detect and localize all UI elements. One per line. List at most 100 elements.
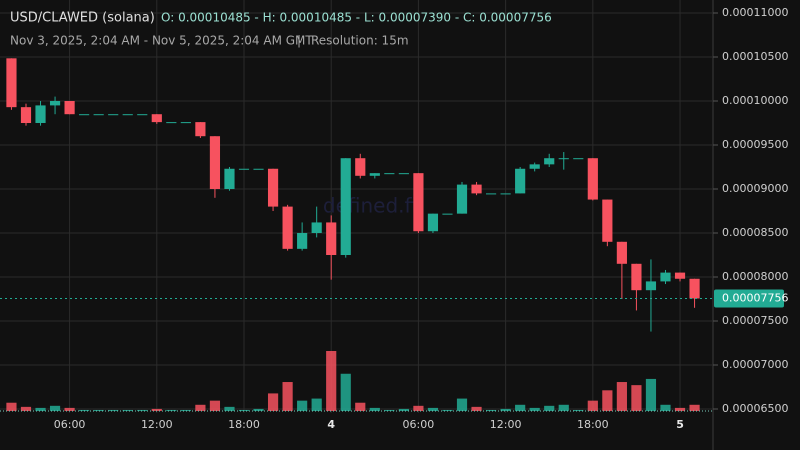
y-tick-label: 0.00007000 (722, 358, 788, 371)
watermark: defined.fi (323, 194, 417, 218)
x-tick-label: 5 (676, 418, 684, 431)
volume-bar (20, 406, 32, 411)
candle-body (471, 184, 482, 194)
x-tick-label: 06:00 (403, 418, 435, 431)
candle-body (151, 114, 162, 123)
volume-bar (238, 409, 250, 411)
candle-body (689, 278, 700, 299)
volume-bar (645, 378, 657, 411)
volume-bar (49, 405, 61, 411)
volume-bar (340, 373, 351, 411)
candle-body (515, 168, 526, 194)
candle-body (529, 164, 540, 169)
candle-body (6, 58, 17, 108)
candle-body (631, 263, 642, 291)
volume-bar (616, 382, 627, 411)
volume-bar (253, 408, 264, 411)
last-price-label: 0.00007756 (722, 291, 788, 304)
candle-body (224, 168, 235, 189)
separator: | (297, 34, 301, 48)
volume-bar (660, 404, 671, 411)
candle-body (485, 193, 497, 195)
candle-body (398, 173, 409, 175)
volume-bar (587, 400, 598, 411)
pair-title: USD/CLAWED (solana) (10, 11, 155, 26)
candle-body (660, 272, 671, 282)
volume-bar (180, 409, 191, 411)
volume-bar (500, 408, 511, 411)
volume-bar (122, 409, 133, 411)
volume-bar (151, 408, 162, 411)
volume-bar (79, 409, 90, 411)
candle-body (20, 107, 32, 123)
candle-body (108, 114, 119, 116)
candle-body (122, 114, 133, 116)
last-price-box (714, 289, 784, 308)
candle-body (413, 173, 424, 232)
y-tick-label: 0.00006500 (722, 402, 788, 415)
axis-layer: 0.00006500 0.00007000 0.00007500 0.00008000… (0, 6, 788, 431)
y-tick-label: 0.00009000 (722, 182, 788, 195)
subtitle: Nov 3, 2025, 2:04 AM - Nov 5, 2025, 2:04… (10, 34, 313, 48)
volume-bar (413, 405, 424, 411)
candle-body (442, 213, 453, 215)
candle-body (602, 199, 613, 242)
x-tick-label: 4 (327, 418, 335, 431)
volume-bar (689, 404, 700, 411)
candle-body (267, 168, 279, 207)
volume-bar (326, 351, 337, 411)
candle-body (427, 213, 439, 232)
volume-bar (282, 382, 293, 411)
x-tick-label: 18:00 (577, 418, 609, 431)
volume-bar (64, 407, 75, 411)
volume-bar (166, 409, 177, 411)
candle-body (355, 158, 366, 176)
candle-body (297, 233, 308, 249)
volume-bar (297, 400, 308, 411)
candle-body (369, 173, 380, 176)
volume-layer (6, 351, 700, 411)
resolution: Resolution: 15m (311, 34, 409, 48)
volume-bar (6, 402, 17, 411)
volume-bar (35, 407, 46, 411)
volume-bar (674, 407, 686, 411)
candle-body (616, 241, 627, 264)
candle-body (311, 222, 322, 233)
volume-bar (427, 407, 439, 411)
y-tick-label: 0.00010500 (722, 50, 788, 63)
candle-body (180, 122, 191, 124)
volume-bar (631, 385, 642, 411)
candle-body (645, 281, 657, 291)
candle-body (340, 158, 351, 255)
volume-bar (355, 402, 366, 411)
candle-body (238, 168, 250, 170)
volume-bar (485, 409, 497, 411)
volume-bar (267, 393, 279, 411)
volume-bar (471, 406, 482, 411)
volume-bar (108, 409, 119, 411)
volume-bar (456, 398, 468, 411)
volume-bar (311, 398, 322, 411)
volume-bar (195, 404, 206, 411)
candle-body (166, 122, 177, 124)
candle-body (544, 158, 555, 165)
candle-body (573, 158, 584, 160)
volume-bar (529, 407, 540, 411)
ohlc-summary: O: 0.00010485 - H: 0.00010485 - L: 0.000… (161, 11, 552, 25)
candle-body (282, 206, 293, 249)
candle-body (93, 114, 104, 116)
volume-bar (573, 409, 584, 411)
candle-body (209, 136, 221, 189)
candle-body (456, 184, 468, 214)
x-tick-label: 12:00 (141, 418, 173, 431)
volume-bar (137, 409, 148, 411)
volume-bar (398, 408, 409, 411)
volume-bar (558, 404, 569, 411)
candle-body (558, 158, 569, 160)
candle-body (384, 173, 395, 175)
y-tick-label: 0.00009500 (722, 138, 788, 151)
volume-bar (93, 409, 104, 411)
volume-bar (224, 406, 235, 411)
